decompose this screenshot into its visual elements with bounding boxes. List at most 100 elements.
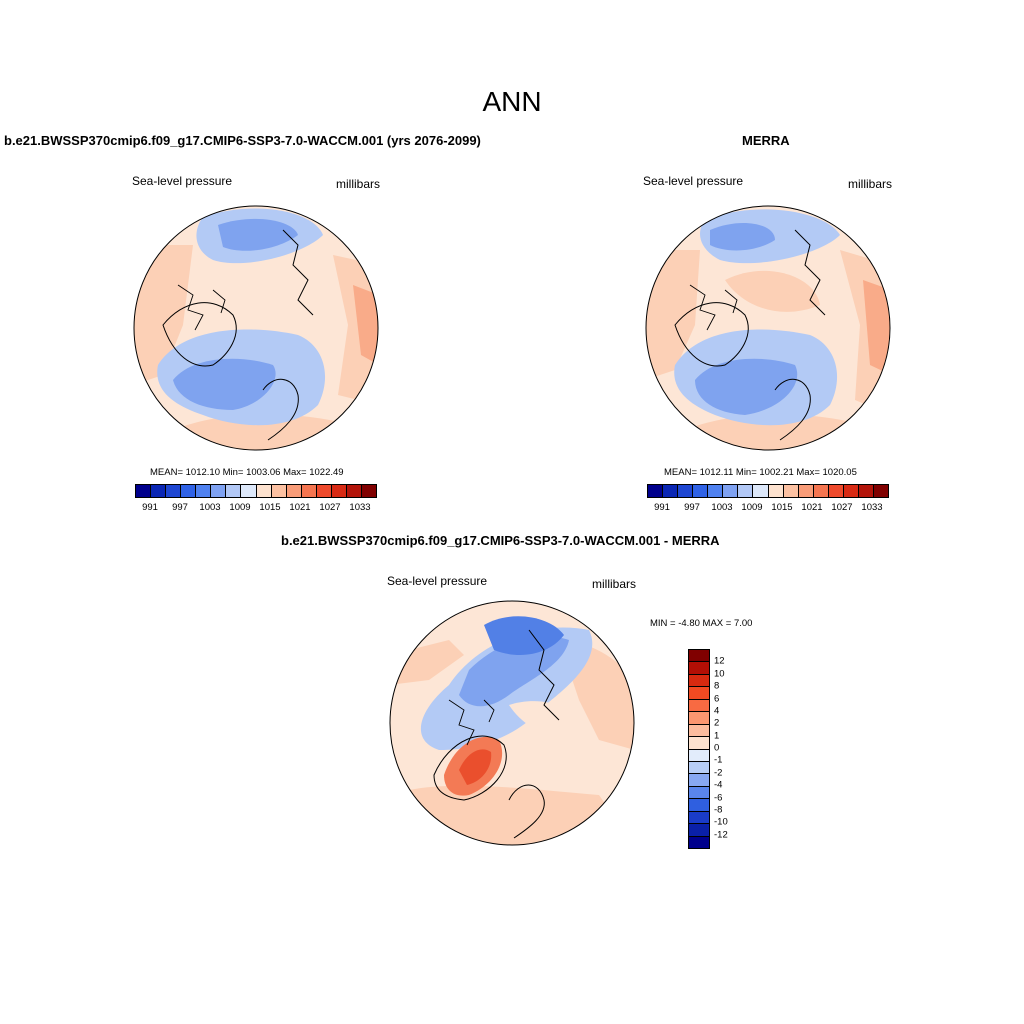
colorbar-swatch bbox=[693, 485, 709, 497]
panel2-pacific-high bbox=[646, 250, 700, 380]
colorbar-tick-label: 1015 bbox=[259, 502, 281, 513]
panel2-map bbox=[645, 205, 891, 451]
diff-central-pale bbox=[509, 701, 579, 734]
colorbar-swatch bbox=[768, 485, 784, 497]
panel2-case-title: MERRA bbox=[742, 133, 790, 148]
diff-colorbar-tick-label: -8 bbox=[714, 804, 723, 816]
diff-case-title: b.e21.BWSSP370cmip6.f09_g17.CMIP6-SSP3-7… bbox=[281, 533, 720, 548]
diff-colorbar-swatch bbox=[689, 824, 709, 837]
colorbar-tick-label: 1027 bbox=[319, 502, 341, 513]
diff-greenland-positive-core bbox=[459, 749, 492, 785]
diff-coastline-scandinavia bbox=[508, 784, 545, 839]
panel2-stats: MEAN= 1012.11 Min= 1002.21 Max= 1020.05 bbox=[664, 467, 857, 478]
panel1-units-label: millibars bbox=[336, 177, 381, 191]
colorbar-tick-label: 1003 bbox=[711, 502, 733, 513]
diff-colorbar-swatch bbox=[689, 836, 709, 848]
panel2-colorbar-labels: 991 997 1003 1009 1015 1021 1027 1033 bbox=[647, 502, 889, 514]
diff-colorbar-tick-label: 0 bbox=[714, 742, 720, 754]
diff-colorbar-swatch bbox=[689, 737, 709, 750]
diff-colorbar-swatch bbox=[689, 786, 709, 800]
colorbar-swatch bbox=[271, 485, 287, 497]
colorbar-swatch bbox=[738, 485, 754, 497]
colorbar-swatch bbox=[316, 485, 332, 497]
colorbar-swatch bbox=[648, 485, 664, 497]
diff-colorbar-swatch bbox=[689, 761, 709, 775]
panel2-colorbar bbox=[647, 484, 889, 498]
diff-colorbar-tick-label: 6 bbox=[714, 693, 720, 704]
panel2-map-border bbox=[645, 205, 891, 451]
diff-colorbar-tick-label: 4 bbox=[714, 705, 720, 717]
panel1-coastline-greenland bbox=[162, 302, 237, 367]
colorbar-swatch bbox=[301, 485, 317, 497]
diff-colorbar-swatch bbox=[689, 662, 709, 675]
colorbar-swatch bbox=[256, 485, 272, 497]
diff-units-label: millibars bbox=[592, 577, 637, 591]
diff-colorbar-tick-label: 8 bbox=[714, 680, 720, 692]
colorbar-tick-label: 991 bbox=[654, 502, 670, 513]
colorbar-swatch bbox=[136, 485, 152, 497]
diff-stats: MIN = -4.80 MAX = 7.00 bbox=[650, 618, 753, 629]
diff-variable-label: Sea-level pressure bbox=[387, 574, 488, 588]
colorbar-tick-label: 1003 bbox=[199, 502, 221, 513]
diff-siberian-negative bbox=[484, 616, 564, 655]
diff-colorbar-swatch bbox=[689, 699, 709, 713]
diff-colorbar-swatch bbox=[689, 799, 709, 812]
colorbar-swatch bbox=[798, 485, 814, 497]
panel1-central-high bbox=[228, 281, 303, 314]
colorbar-swatch bbox=[723, 485, 739, 497]
figure-title: ANN bbox=[482, 86, 542, 117]
diff-arctic-negative-core bbox=[459, 636, 569, 707]
panel2-coastline-asia bbox=[794, 229, 826, 316]
panel1-coastline-archipelago bbox=[177, 284, 226, 331]
colorbar-swatch bbox=[211, 485, 227, 497]
colorbar-tick-label: 997 bbox=[172, 502, 188, 513]
colorbar-tick-label: 997 bbox=[684, 502, 700, 513]
panel2-units-label: millibars bbox=[848, 177, 893, 191]
colorbar-tick-label: 1033 bbox=[861, 502, 883, 513]
diff-colorbar-tick-label: 1 bbox=[714, 730, 720, 742]
colorbar-swatch bbox=[858, 485, 874, 497]
panel1-icelandic-low-core bbox=[173, 358, 276, 410]
diff-map bbox=[389, 600, 635, 846]
diff-colorbar-tick-label: 10 bbox=[714, 668, 725, 680]
colorbar-tick-label: 1033 bbox=[349, 502, 371, 513]
colorbar-swatch bbox=[241, 485, 257, 497]
diff-colorbar-swatch bbox=[689, 811, 709, 825]
diff-colorbar-swatch bbox=[689, 712, 709, 725]
colorbar-tick-label: 1027 bbox=[831, 502, 853, 513]
panel1-map bbox=[133, 205, 379, 451]
diff-colorbar-tick-label: -6 bbox=[714, 792, 723, 803]
panel2-atlantic-high-core bbox=[863, 280, 890, 375]
panel2-icelandic-low-core bbox=[695, 358, 798, 415]
colorbar-swatch bbox=[286, 485, 302, 497]
diff-colorbar-swatch bbox=[689, 724, 709, 738]
diff-colorbar-labels: 12 10 8 6 4 2 1 0 -1 -2 -4 -6 -8 -10 -12 bbox=[714, 649, 754, 847]
panel1-pacific-high bbox=[134, 245, 193, 385]
colorbar-tick-label: 1021 bbox=[801, 502, 823, 513]
panel1-case-title: b.e21.BWSSP370cmip6.f09_g17.CMIP6-SSP3-7… bbox=[4, 133, 481, 148]
diff-colorbar-swatch bbox=[689, 650, 709, 663]
panel2-variable-label: Sea-level pressure bbox=[643, 174, 744, 188]
colorbar-swatch bbox=[226, 485, 242, 497]
colorbar-swatch bbox=[873, 485, 888, 497]
colorbar-swatch bbox=[196, 485, 212, 497]
panel2-central-high bbox=[725, 270, 820, 312]
colorbar-swatch bbox=[708, 485, 724, 497]
diff-map-border bbox=[389, 600, 635, 846]
colorbar-swatch bbox=[753, 485, 769, 497]
panel1-coastline-scandinavia bbox=[262, 378, 299, 441]
diff-colorbar bbox=[688, 649, 710, 849]
diff-colorbar-swatch bbox=[689, 674, 709, 688]
panel1-aleutian-low-core bbox=[218, 218, 298, 251]
panel1-stats: MEAN= 1012.10 Min= 1003.06 Max= 1022.49 bbox=[150, 467, 344, 478]
colorbar-swatch bbox=[678, 485, 694, 497]
panel1-coastline-asia bbox=[282, 229, 314, 316]
diff-colorbar-tick-label: -1 bbox=[714, 754, 723, 766]
diff-colorbar-tick-label: -2 bbox=[714, 767, 723, 779]
diff-colorbar-tick-label: 2 bbox=[714, 717, 720, 729]
colorbar-swatch bbox=[843, 485, 859, 497]
panel2-coastline-archipelago bbox=[689, 284, 738, 331]
colorbar-swatch bbox=[181, 485, 197, 497]
panel1-atlantic-high-core bbox=[353, 285, 378, 365]
colorbar-tick-label: 1015 bbox=[771, 502, 793, 513]
